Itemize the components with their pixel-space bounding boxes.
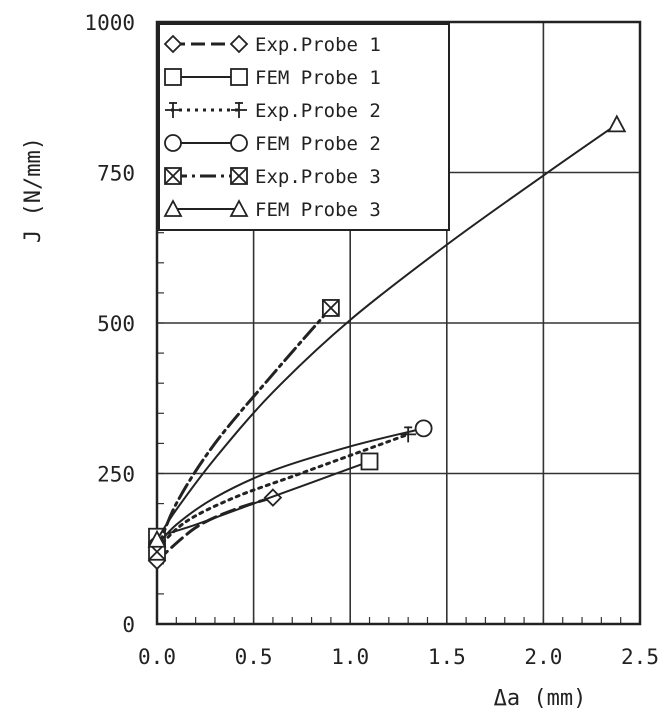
series [147, 114, 627, 571]
y-tick-label: 250 [97, 463, 135, 487]
legend-box [158, 23, 450, 231]
legend-marker [164, 68, 182, 86]
legend-marker [163, 199, 183, 217]
data-point [321, 299, 340, 317]
x-tick-label: 1.5 [428, 645, 466, 669]
legend-marker [230, 134, 248, 152]
x-tick-label: 2.0 [524, 645, 562, 669]
series-line [155, 432, 410, 551]
data-point [360, 452, 379, 471]
series-line [156, 123, 618, 541]
y-tick-label: 0 [122, 613, 135, 637]
x-tick-label: 0.0 [138, 645, 176, 669]
y-axis-label: J (N/mm) [21, 137, 46, 243]
series-5 [148, 299, 340, 561]
data-point [147, 529, 167, 548]
legend-entry: FEM Probe 3 [163, 199, 381, 221]
series-6 [147, 114, 627, 548]
x-tick-label: 0.5 [235, 645, 273, 669]
legend-marker [229, 199, 249, 217]
x-tick-label: 1.0 [331, 645, 369, 669]
legend-label: Exp.Probe 2 [255, 100, 381, 122]
legend-entry: FEM Probe 1 [164, 67, 381, 89]
legend-marker [230, 167, 248, 185]
y-tick-label: 1000 [84, 11, 135, 35]
legend-marker [163, 34, 183, 54]
data-point [400, 426, 417, 443]
legend-marker [164, 134, 182, 152]
legend-marker [231, 102, 247, 118]
plot-frame [155, 20, 642, 626]
series-line [156, 427, 425, 547]
series-line [156, 460, 371, 538]
legend-label: FEM Probe 2 [255, 133, 381, 155]
series-line [155, 306, 333, 554]
legend-label: FEM Probe 3 [255, 199, 381, 221]
legend-marker [164, 167, 182, 185]
legend: Exp.Probe 1 FEM Probe 1 Exp.Probe 2 FEM Pro… [158, 23, 450, 231]
legend-marker [230, 68, 248, 86]
legend-label: FEM Probe 1 [255, 67, 381, 89]
legend-entry: Exp.Probe 1 [163, 34, 381, 56]
legend-entry: Exp.Probe 2 [165, 100, 381, 122]
data-point [607, 114, 627, 133]
tick-labels: 0.0 0.5 1.0 1.5 2.0 2.5 0 250 500 750 1000 [84, 11, 659, 669]
legend-marker [229, 34, 249, 54]
y-tick-label: 500 [97, 312, 135, 336]
data-point [414, 419, 433, 438]
legend-entry: Exp.Probe 3 [164, 166, 381, 188]
x-axis-label: Δa (mm) [494, 686, 587, 711]
y-tick-label: 750 [97, 162, 135, 186]
legend-label: Exp.Probe 3 [255, 166, 381, 188]
x-tick-label: 2.5 [621, 645, 659, 669]
legend-label: Exp.Probe 1 [255, 34, 381, 56]
legend-entry: FEM Probe 2 [164, 133, 381, 155]
legend-marker [165, 102, 181, 118]
